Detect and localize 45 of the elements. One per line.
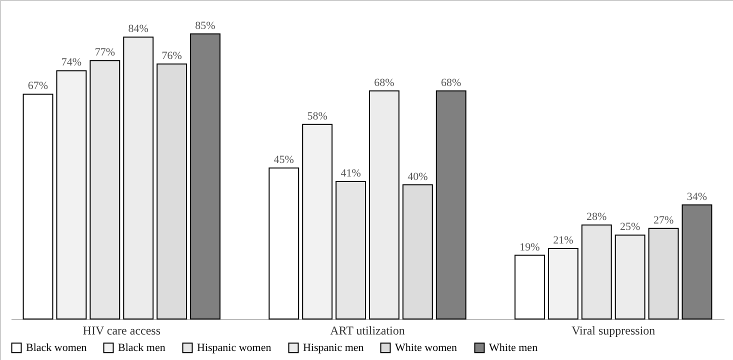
data-label: 19% xyxy=(520,241,540,254)
bar xyxy=(123,36,154,320)
bar xyxy=(22,94,54,320)
bar xyxy=(302,124,333,320)
legend-label: White women xyxy=(395,342,458,354)
data-label: 85% xyxy=(195,20,216,32)
data-label: 21% xyxy=(553,234,574,247)
data-label: 76% xyxy=(162,50,182,62)
x-tick-label: HIV care access xyxy=(82,324,161,338)
bar xyxy=(402,184,433,320)
x-tick-label: ART utilization xyxy=(330,324,405,338)
data-label: 41% xyxy=(340,167,361,180)
data-label: 68% xyxy=(374,76,394,89)
bar xyxy=(682,204,712,320)
data-label: 74% xyxy=(61,56,82,69)
bar xyxy=(336,180,366,320)
bar xyxy=(648,228,679,320)
bar xyxy=(436,90,466,320)
bar xyxy=(190,33,220,320)
data-label: 67% xyxy=(28,80,48,92)
legend-label: Black women xyxy=(26,342,88,354)
data-label: 77% xyxy=(94,46,115,59)
legend-label: White men xyxy=(489,342,538,354)
bar xyxy=(614,234,646,320)
bar xyxy=(548,248,578,320)
bar xyxy=(514,254,545,320)
data-label: 84% xyxy=(128,23,148,36)
data-label: 34% xyxy=(686,190,708,203)
bar xyxy=(156,64,188,320)
x-tick-label: Viral suppression xyxy=(572,324,656,338)
data-label: 28% xyxy=(586,211,607,224)
data-label: 25% xyxy=(620,221,640,234)
bar xyxy=(268,168,300,320)
legend-label: Hispanic men xyxy=(303,342,364,354)
legend-label: Black men xyxy=(118,342,166,354)
data-label: 40% xyxy=(408,170,428,183)
legend-label: Hispanic women xyxy=(197,342,272,354)
data-label: 27% xyxy=(653,214,674,226)
bar xyxy=(56,70,87,320)
bar xyxy=(581,224,612,320)
bar xyxy=(369,90,400,320)
bar xyxy=(90,60,120,320)
data-label: 45% xyxy=(274,154,294,166)
data-label: 68% xyxy=(441,76,462,89)
data-label: 58% xyxy=(307,110,328,122)
